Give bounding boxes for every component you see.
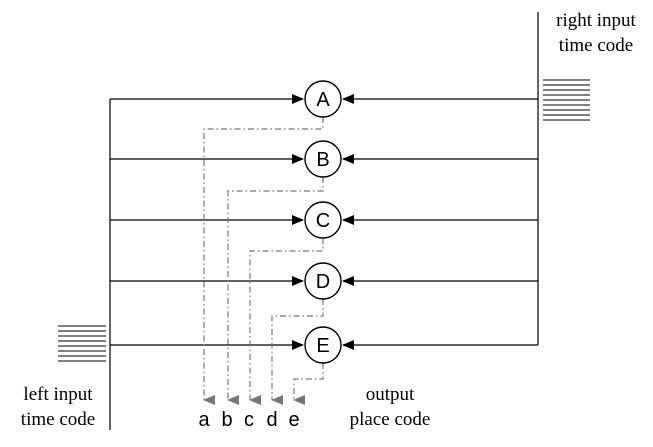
output-label: output place code <box>350 384 431 430</box>
node-c: C <box>304 201 342 239</box>
output-paths <box>203 117 324 405</box>
node-e: E <box>304 326 342 364</box>
left-input-label: left input time code <box>21 384 95 430</box>
left-input-ticks <box>58 325 106 362</box>
right-input-bus <box>537 12 590 345</box>
node-e-label: E <box>316 335 329 357</box>
left-input-label-line2: time code <box>21 409 95 430</box>
right-input-ticks <box>543 79 590 121</box>
node-a-label: A <box>316 89 330 111</box>
output-label-line2: place code <box>350 409 431 430</box>
left-input-label-line1: left input <box>23 384 93 405</box>
node-b: B <box>304 140 342 178</box>
output-d: d <box>266 409 277 431</box>
right-input-label: right input time code <box>556 10 636 56</box>
node-c-label: C <box>316 210 330 232</box>
output-e: e <box>288 409 299 431</box>
left-input-bus <box>58 99 111 430</box>
output-letters: a b c d e <box>198 409 299 431</box>
node-a: A <box>304 80 342 118</box>
output-label-line1: output <box>366 384 415 405</box>
node-b-label: B <box>316 149 329 171</box>
output-b: b <box>221 409 232 431</box>
right-arrows <box>342 94 538 350</box>
right-input-label-line2: time code <box>559 35 633 56</box>
node-d: D <box>304 262 342 300</box>
output-c: c <box>244 409 254 431</box>
node-d-label: D <box>316 271 330 293</box>
right-input-label-line1: right input <box>556 10 636 31</box>
output-a: a <box>198 409 210 431</box>
left-arrows <box>110 94 304 350</box>
